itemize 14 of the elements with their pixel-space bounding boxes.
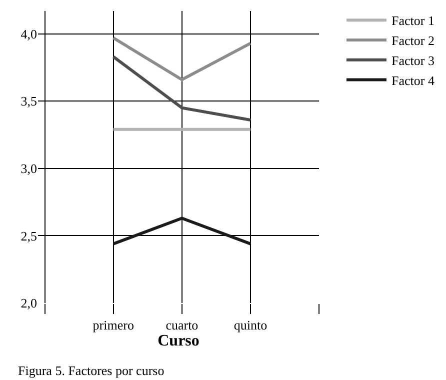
y-tick-label: 2,0 [20, 296, 37, 311]
legend-label: Factor 3 [391, 52, 434, 68]
y-tick-label: 2,5 [20, 228, 37, 244]
legend-label: Factor 1 [391, 13, 434, 28]
x-tick-label: cuarto [166, 318, 198, 333]
text: Figura 5. Factores por curso [18, 363, 164, 378]
y-tick-label: 3,0 [20, 160, 37, 176]
x-tick-label: quinto [234, 318, 268, 333]
legend-label: Factor 2 [391, 33, 434, 48]
x-tick-label: primero [92, 318, 134, 333]
x-axis-title: Curso [158, 332, 200, 350]
y-tick-label: 4,0 [20, 26, 37, 42]
legend-label: Factor 4 [391, 72, 435, 88]
y-tick-label: 3,5 [20, 94, 37, 109]
